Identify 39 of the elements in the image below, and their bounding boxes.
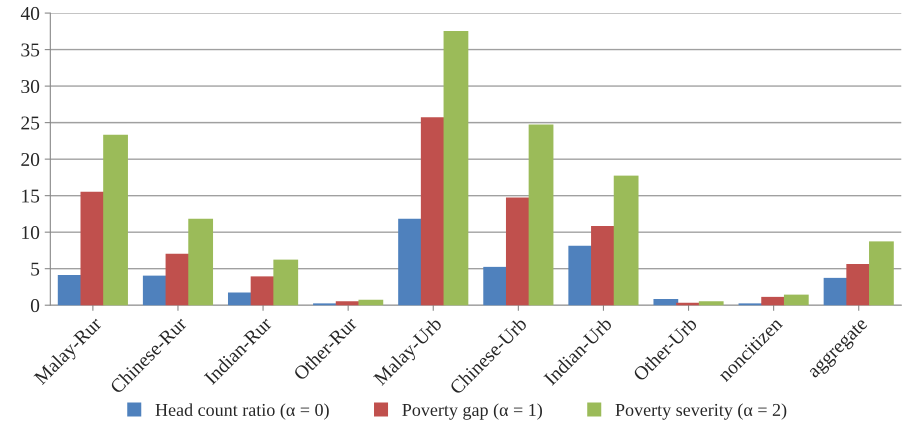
bar (528, 124, 554, 306)
y-tick-label: 40 (20, 6, 40, 20)
bar (188, 218, 214, 306)
legend-label: Poverty gap (α = 1) (402, 403, 542, 420)
y-tick-label: 15 (22, 190, 40, 203)
bar (80, 192, 106, 306)
bar (58, 274, 83, 306)
bar (568, 246, 594, 306)
y-tick-label: 25 (21, 116, 40, 130)
y-tick-label: 35 (21, 43, 40, 57)
bar (483, 266, 508, 306)
bar (698, 301, 724, 306)
legend-label: Poverty severity (α = 2) (616, 403, 786, 420)
bar (653, 299, 678, 306)
bar (398, 218, 423, 306)
bar (591, 226, 616, 306)
bar (142, 276, 168, 306)
bar (761, 296, 786, 306)
bar (336, 301, 361, 306)
bar (166, 254, 190, 306)
y-tick-label: 10 (22, 226, 40, 240)
bar (846, 264, 872, 306)
legend-label: Head count ratio (α = 0) (156, 403, 329, 420)
bar (358, 300, 384, 306)
y-tick-label: 30 (21, 80, 40, 94)
bar (250, 276, 276, 306)
bar (784, 294, 809, 306)
bar (444, 31, 468, 306)
bar (103, 134, 128, 306)
bar (228, 292, 253, 306)
bar (869, 241, 894, 306)
bar (420, 117, 446, 306)
y-tick-label: 20 (21, 152, 40, 166)
bar (506, 198, 531, 306)
bar (273, 260, 298, 306)
y-tick-label: 0 (30, 299, 40, 312)
y-tick-label: 5 (31, 262, 40, 276)
bar (614, 176, 639, 306)
bar (824, 278, 848, 306)
